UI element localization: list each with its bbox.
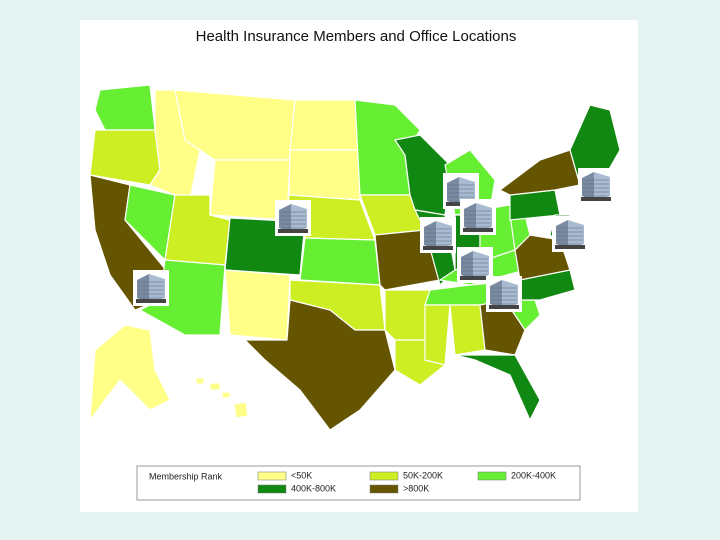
building-front xyxy=(291,204,307,232)
state xyxy=(221,391,231,399)
state xyxy=(94,84,156,131)
state xyxy=(449,304,486,356)
legend-label: 50K-200K xyxy=(403,470,443,480)
building-base xyxy=(423,246,453,250)
office-icon xyxy=(420,217,456,253)
legend-swatch xyxy=(257,484,287,494)
building-side xyxy=(582,172,594,200)
legend-label: 400K-800K xyxy=(291,483,336,493)
state xyxy=(289,99,361,151)
building-front xyxy=(568,220,584,248)
building-side xyxy=(556,220,568,248)
office-icon xyxy=(578,168,614,204)
legend-swatch xyxy=(369,484,399,494)
office-icon xyxy=(275,200,311,236)
building-base xyxy=(463,228,493,232)
legend-items: <50K 50K-200K 200K-400K 400K-800K >800K xyxy=(257,470,556,494)
legend-box xyxy=(136,465,581,501)
office-icon xyxy=(486,276,522,312)
state xyxy=(299,237,381,286)
building-front xyxy=(502,280,518,308)
state xyxy=(454,354,541,422)
state xyxy=(89,129,161,186)
legend-label: <50K xyxy=(291,470,312,480)
building-side xyxy=(461,251,473,279)
building-front xyxy=(594,172,610,200)
building-front xyxy=(459,177,475,205)
state xyxy=(243,299,396,431)
building-side xyxy=(464,203,476,231)
building-side xyxy=(447,177,459,205)
office-icon xyxy=(133,270,169,306)
building-side xyxy=(424,221,436,249)
state xyxy=(288,149,361,201)
building-base xyxy=(581,197,611,201)
legend-label: >800K xyxy=(403,483,429,493)
map-title: Health Insurance Members and Office Loca… xyxy=(196,28,517,45)
state xyxy=(195,377,205,385)
building-front xyxy=(436,221,452,249)
building-side xyxy=(279,204,291,232)
building-base xyxy=(489,305,519,309)
legend: Membership Rank <50K 50K-200K 200K-400K 400… xyxy=(136,465,581,501)
building-front xyxy=(473,251,489,279)
legend-swatch xyxy=(477,471,507,481)
state xyxy=(233,401,249,419)
legend-swatch xyxy=(369,471,399,481)
legend-swatch xyxy=(257,471,287,481)
building-side xyxy=(137,274,149,302)
building-base xyxy=(460,276,490,280)
state xyxy=(384,289,431,341)
state xyxy=(224,269,291,341)
building-base xyxy=(555,245,585,249)
building-front xyxy=(149,274,165,302)
state xyxy=(209,382,221,391)
building-base xyxy=(278,229,308,233)
office-icon xyxy=(460,199,496,235)
building-base xyxy=(136,299,166,303)
state xyxy=(89,324,171,422)
office-icon xyxy=(552,216,588,252)
office-icons xyxy=(133,168,614,312)
building-side xyxy=(490,280,502,308)
legend-title: Membership Rank xyxy=(149,471,223,481)
building-front xyxy=(476,203,492,231)
state xyxy=(424,304,451,366)
legend-label: 200K-400K xyxy=(511,470,556,480)
